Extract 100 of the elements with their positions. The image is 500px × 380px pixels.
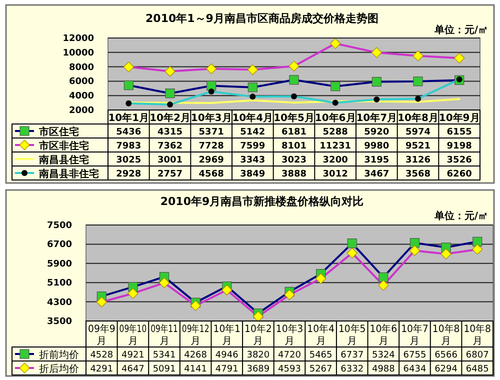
data-label: 4791 (215, 364, 238, 374)
data-label: 5465 (309, 350, 332, 360)
legend-label: 南昌县非住宅 (38, 168, 99, 180)
x-tick-label: 10年4月 (307, 323, 336, 347)
point (346, 248, 358, 258)
x-tick-label: 10年5月 (338, 323, 368, 347)
data-label: 5324 (372, 350, 396, 360)
data-label: 9198 (446, 142, 472, 152)
data-label: 3888 (281, 170, 307, 180)
x-tick-label: 10年2月 (244, 323, 274, 347)
y-tick-label: 5900 (46, 259, 72, 270)
data-label: 5920 (364, 128, 390, 138)
point (248, 82, 258, 92)
data-label: 5091 (152, 364, 176, 374)
point (96, 296, 107, 308)
y-tick-label: 4000 (68, 92, 94, 102)
x-tick-label: 10年9月 (438, 112, 480, 124)
data-label: 3023 (281, 156, 307, 166)
point (374, 96, 380, 102)
data-label: 3820 (246, 350, 270, 360)
data-label: 2969 (198, 156, 224, 166)
point (165, 88, 175, 98)
data-label: 3001 (157, 156, 183, 166)
data-label: 6755 (403, 350, 426, 360)
data-label: 6566 (434, 350, 458, 360)
data-label: 3200 (322, 156, 348, 166)
data-label: 3568 (405, 170, 431, 180)
point (347, 238, 357, 248)
data-label: 4720 (278, 350, 302, 360)
point (378, 280, 389, 291)
point (124, 80, 134, 90)
point (288, 60, 300, 72)
point (378, 272, 388, 282)
data-label: 5371 (198, 128, 224, 138)
data-label: 2757 (157, 170, 183, 180)
data-label: 3689 (246, 364, 270, 374)
point (372, 76, 382, 87)
data-label: 7362 (157, 142, 183, 152)
point (289, 75, 299, 85)
y-tick-label: 3500 (46, 317, 72, 327)
point (415, 96, 421, 102)
data-label: 5436 (116, 128, 142, 138)
data-label: 4921 (122, 350, 144, 360)
point (413, 76, 423, 86)
point (412, 50, 424, 62)
point (332, 100, 338, 106)
data-label: 8101 (281, 142, 307, 152)
point (252, 311, 264, 322)
point (284, 289, 295, 300)
data-label: 7728 (198, 142, 224, 152)
y-tick-label: 6700 (46, 240, 72, 250)
data-label: 7599 (240, 142, 266, 152)
chart-title: 2010年1～9月南昌市区商品房成交价格走势图 (146, 12, 378, 25)
data-label: 4528 (90, 350, 114, 360)
x-tick-label: 10年6月 (314, 112, 356, 124)
point (454, 52, 465, 64)
x-tick-label: 10年2月 (150, 112, 190, 124)
point (206, 63, 217, 74)
data-label: 3849 (240, 170, 266, 180)
data-label: 5267 (309, 364, 332, 374)
legend-label: 折前均价 (39, 349, 79, 361)
point (316, 273, 326, 284)
point (222, 284, 232, 296)
data-label: 6434 (403, 364, 426, 374)
data-label: 4315 (157, 128, 183, 138)
x-tick-label: 10年4月 (232, 112, 274, 124)
data-label: 6260 (446, 170, 472, 180)
point (250, 94, 256, 100)
y-tick-label: 2000 (68, 106, 94, 116)
data-label: 6807 (466, 350, 489, 360)
data-label: 3025 (116, 156, 142, 166)
data-label: 6181 (281, 128, 307, 138)
legend-label: 市区非住宅 (38, 140, 89, 152)
data-label: 4268 (184, 350, 208, 360)
point (371, 47, 382, 58)
chart-title: 2010年9月南昌市新推楼盘价格纵向对比 (160, 195, 364, 208)
data-label: 3343 (240, 156, 266, 166)
point (123, 62, 134, 72)
data-label: 3467 (364, 170, 390, 180)
x-tick-label: 10年5月 (274, 112, 314, 124)
x-tick-label: 10年1月 (213, 323, 242, 347)
data-label: 5288 (322, 128, 348, 138)
data-label: 6155 (446, 128, 472, 138)
legend-label: 市区住宅 (38, 126, 79, 138)
point (128, 288, 138, 299)
point (410, 238, 420, 248)
point (190, 300, 201, 311)
data-label: 3126 (405, 156, 431, 166)
y-tick-label: 6000 (68, 77, 94, 88)
x-tick-label: 10年8月 (432, 323, 462, 347)
data-label: 4141 (184, 364, 208, 374)
y-tick-label: 5100 (46, 278, 72, 289)
data-label: 4291 (90, 364, 114, 374)
x-tick-label: 10年7月 (401, 323, 430, 347)
data-label: 3526 (446, 156, 472, 166)
data-label: 5974 (405, 128, 431, 138)
point (330, 38, 341, 49)
data-label: 4946 (215, 350, 239, 360)
y-tick-label: 10000 (62, 48, 94, 58)
point (409, 245, 420, 256)
